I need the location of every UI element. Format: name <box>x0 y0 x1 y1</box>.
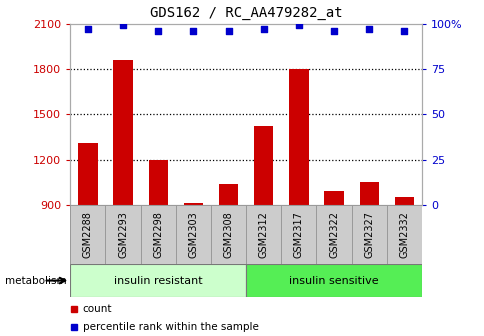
Text: GSM2332: GSM2332 <box>398 211 408 258</box>
Bar <box>70 264 245 297</box>
Text: count: count <box>82 304 112 314</box>
Text: insulin resistant: insulin resistant <box>114 276 202 286</box>
Bar <box>218 184 238 205</box>
Text: GSM2308: GSM2308 <box>223 211 233 258</box>
Text: GSM2288: GSM2288 <box>83 211 93 258</box>
Text: insulin sensitive: insulin sensitive <box>288 276 378 286</box>
Point <box>224 28 232 34</box>
Text: GSM2298: GSM2298 <box>153 211 163 258</box>
Point <box>119 23 127 28</box>
Text: GSM2303: GSM2303 <box>188 211 198 258</box>
Bar <box>148 160 167 205</box>
Bar <box>359 182 378 205</box>
Point <box>259 26 267 32</box>
Text: GSM2322: GSM2322 <box>328 211 338 258</box>
Text: percentile rank within the sample: percentile rank within the sample <box>82 322 258 332</box>
Bar <box>245 264 421 297</box>
Bar <box>324 192 343 205</box>
Title: GDS162 / RC_AA479282_at: GDS162 / RC_AA479282_at <box>150 6 342 20</box>
Text: GSM2312: GSM2312 <box>258 211 268 258</box>
Bar <box>78 143 97 205</box>
Bar <box>288 69 308 205</box>
Point <box>364 26 372 32</box>
Bar <box>394 198 413 205</box>
Text: GSM2327: GSM2327 <box>363 211 374 258</box>
Point <box>294 23 302 28</box>
Point <box>330 28 337 34</box>
Bar <box>183 204 203 205</box>
Point <box>189 28 197 34</box>
Point <box>84 26 91 32</box>
Bar <box>254 126 273 205</box>
Point <box>154 28 162 34</box>
Text: GSM2317: GSM2317 <box>293 211 303 258</box>
Bar <box>113 60 133 205</box>
Text: metabolism: metabolism <box>5 276 66 286</box>
Point <box>400 28 408 34</box>
Text: GSM2293: GSM2293 <box>118 211 128 258</box>
